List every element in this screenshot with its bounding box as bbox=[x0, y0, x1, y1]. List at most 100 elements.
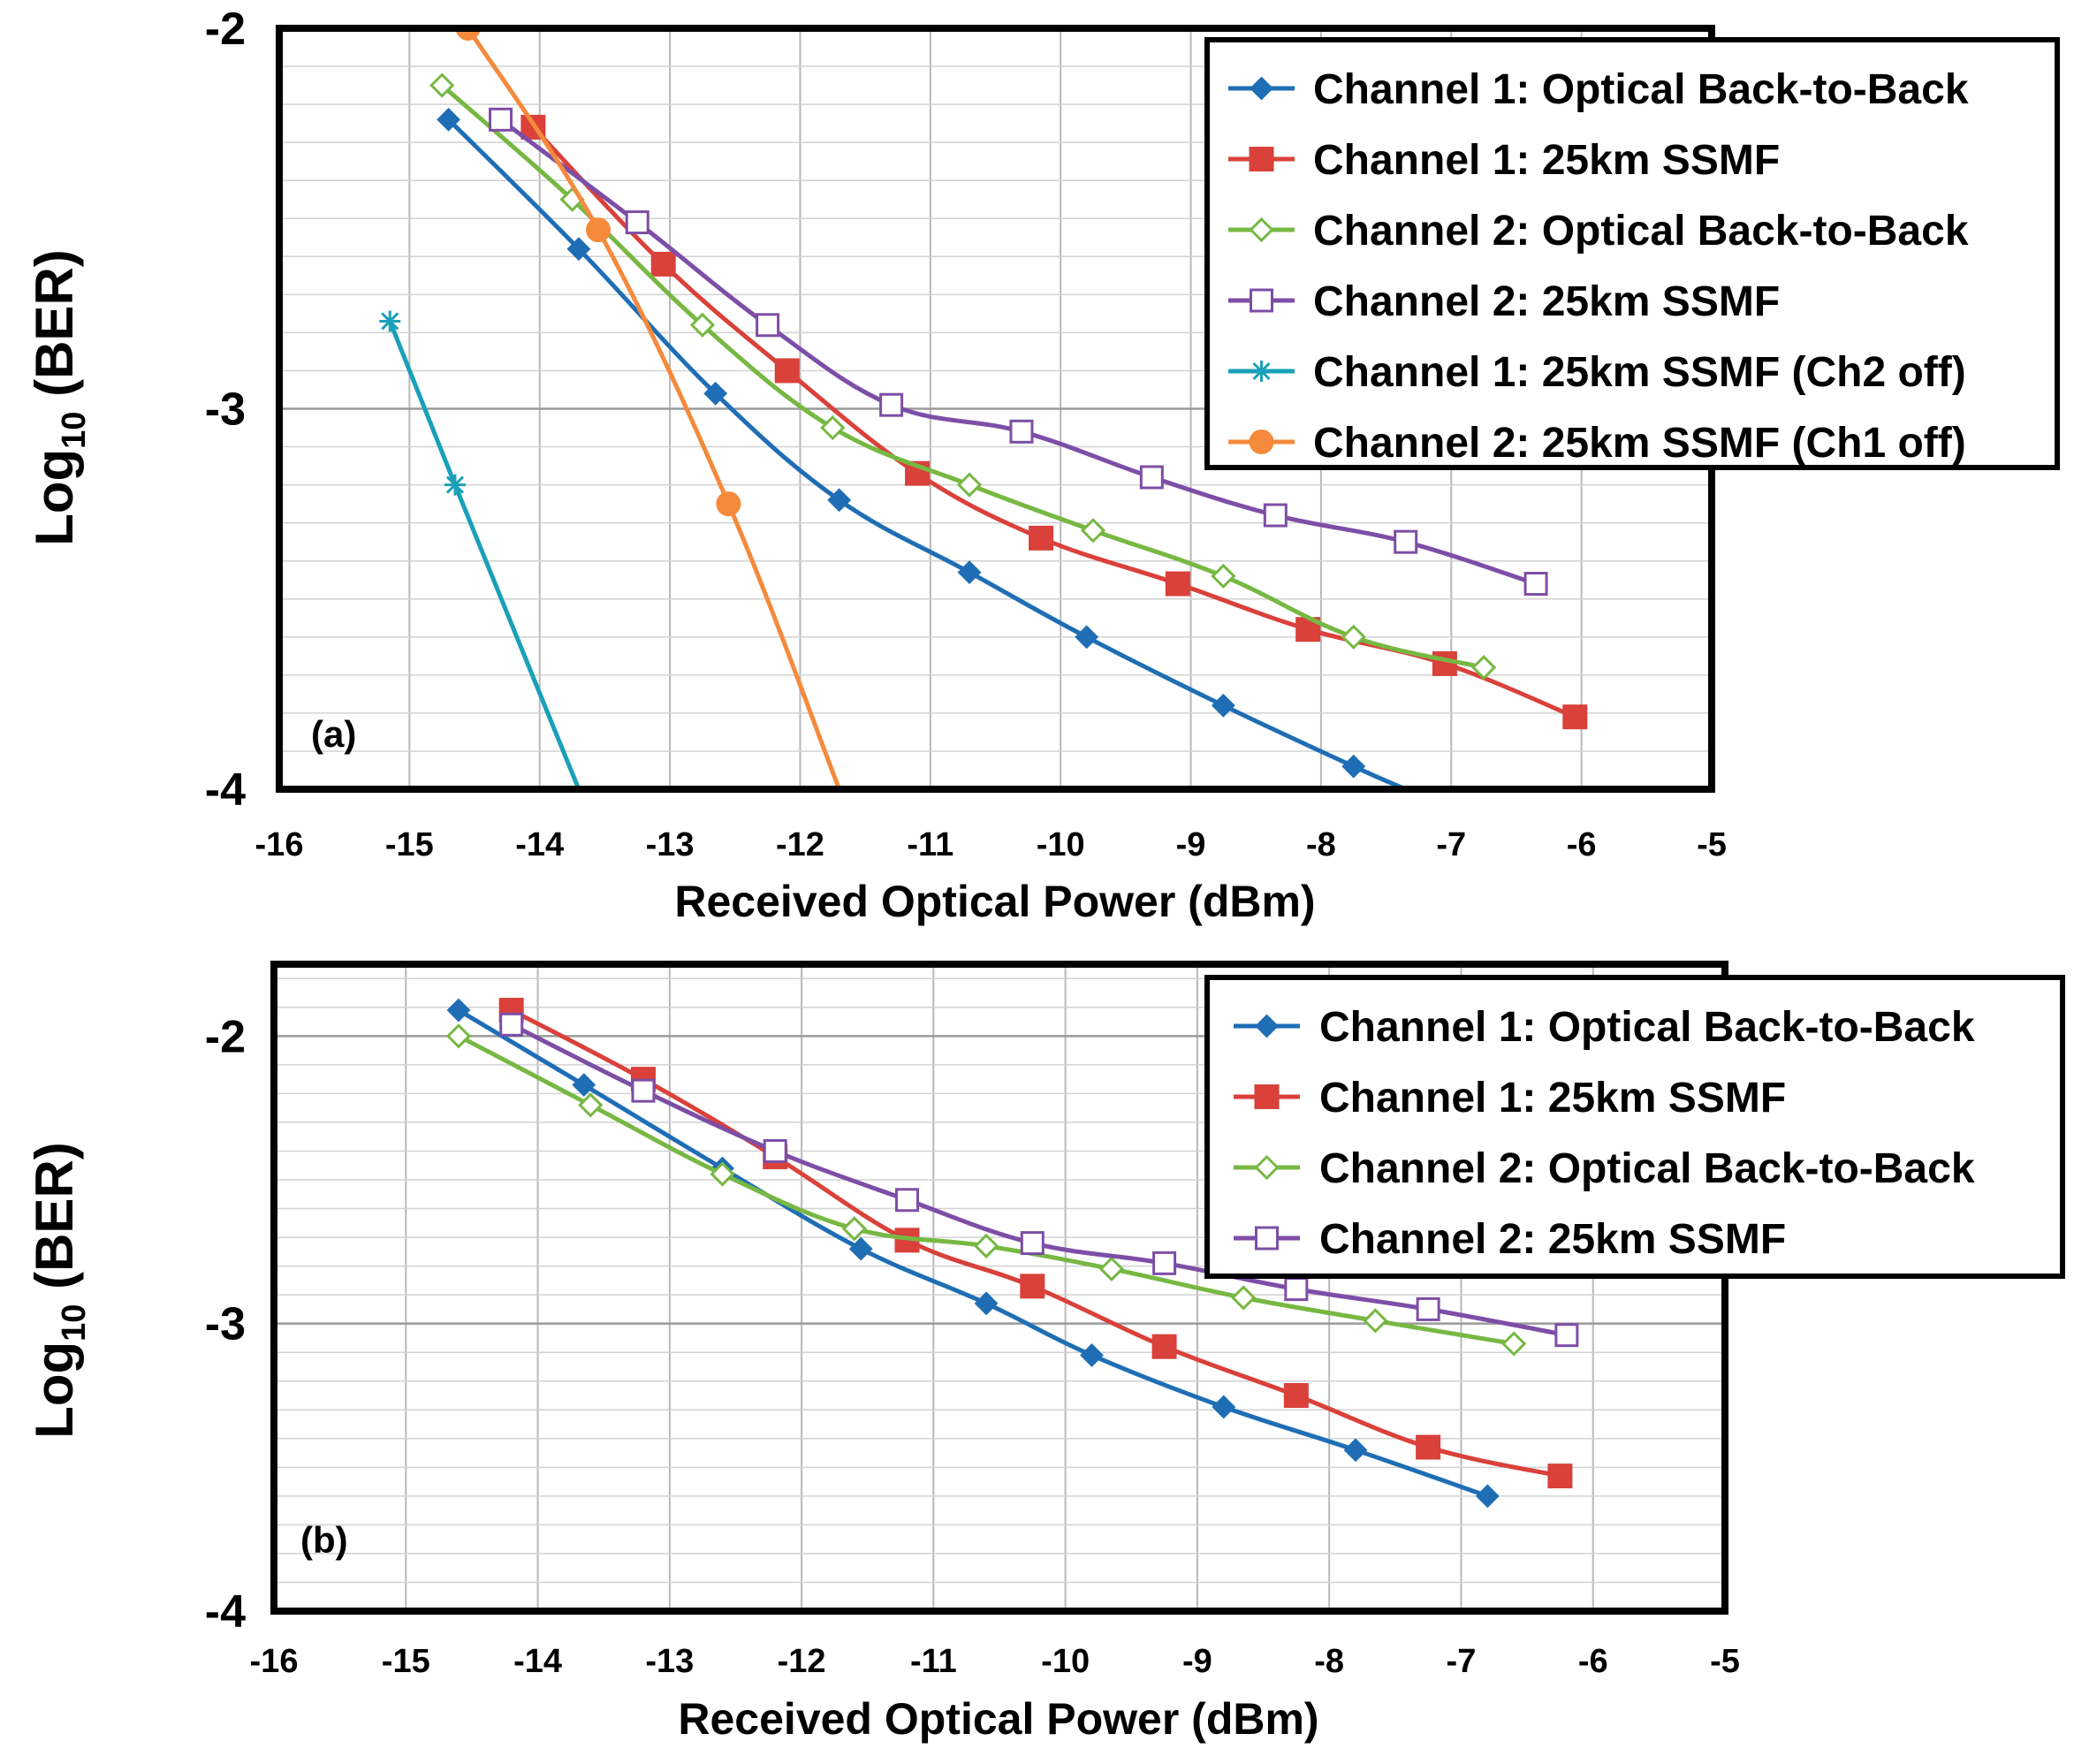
legend-label: Channel 1: 25km SSMF bbox=[1319, 1075, 1786, 1122]
x-tick-label: -12 bbox=[778, 1643, 826, 1680]
data-point bbox=[1256, 1085, 1279, 1108]
y-axis-label: Log10 (BER) bbox=[25, 1142, 93, 1439]
x-tick-label: -15 bbox=[382, 1643, 430, 1680]
y-tick-label: -4 bbox=[205, 1586, 246, 1638]
data-point bbox=[1250, 148, 1273, 171]
y-axis-label-base: Log bbox=[25, 449, 84, 546]
legend-label: Channel 1: 25km SSMF (Ch2 off) bbox=[1313, 349, 1966, 396]
x-tick-label: -6 bbox=[1567, 826, 1597, 863]
x-tick-label: -12 bbox=[776, 826, 824, 863]
legend-label: Channel 2: Optical Back-to-Back bbox=[1319, 1145, 1975, 1192]
x-tick-label: -13 bbox=[646, 826, 695, 863]
data-point bbox=[1251, 361, 1273, 382]
x-tick-label: -6 bbox=[1578, 1643, 1608, 1680]
data-point bbox=[717, 492, 740, 515]
y-tick-label: -3 bbox=[205, 384, 246, 436]
data-point bbox=[490, 109, 512, 130]
data-point bbox=[652, 253, 675, 276]
y-axis-label-subscript: 10 bbox=[56, 412, 93, 449]
legend-label: Channel 1: Optical Back-to-Back bbox=[1319, 1004, 1975, 1051]
data-point bbox=[1548, 1464, 1571, 1487]
y-tick-label: -2 bbox=[205, 4, 246, 55]
x-tick-label: -14 bbox=[515, 826, 564, 863]
legend-label: Channel 2: Optical Back-to-Back bbox=[1313, 208, 1969, 255]
data-point bbox=[1285, 1384, 1308, 1407]
x-tick-label: -16 bbox=[255, 826, 304, 863]
data-point bbox=[1029, 527, 1052, 550]
data-point bbox=[1250, 430, 1273, 453]
data-point bbox=[1141, 467, 1162, 488]
x-tick-label: -8 bbox=[1314, 1643, 1344, 1680]
panel-label: (a) bbox=[311, 713, 356, 755]
x-tick-label: -14 bbox=[513, 1643, 562, 1680]
data-point bbox=[627, 212, 648, 233]
data-point bbox=[379, 310, 400, 331]
data-point bbox=[757, 315, 779, 336]
x-tick-label: -10 bbox=[1041, 1643, 1090, 1680]
data-point bbox=[897, 1190, 918, 1211]
legend-label: Channel 2: 25km SSMF bbox=[1319, 1216, 1786, 1263]
x-tick-label: -7 bbox=[1447, 1643, 1477, 1680]
data-point bbox=[1154, 1252, 1175, 1274]
data-point bbox=[881, 394, 902, 415]
x-tick-label: -5 bbox=[1710, 1643, 1740, 1680]
legend: Channel 1: Optical Back-to-Back Channel 1… bbox=[1207, 977, 2063, 1276]
data-point bbox=[1417, 1298, 1439, 1319]
data-point bbox=[1022, 1233, 1043, 1254]
data-point bbox=[1556, 1325, 1577, 1346]
x-tick-label: -5 bbox=[1697, 826, 1727, 863]
data-point bbox=[1525, 574, 1546, 595]
data-point bbox=[1286, 1279, 1307, 1300]
data-point bbox=[1433, 652, 1456, 675]
y-axis-label: Log10 (BER) bbox=[25, 249, 93, 546]
legend-entry: Channel 1: Optical Back-to-Back bbox=[1234, 1004, 1975, 1051]
y-axis-label-rest: (BER) bbox=[25, 1142, 84, 1304]
x-tick-label: -8 bbox=[1306, 826, 1336, 863]
y-axis-label-base: Log bbox=[25, 1342, 84, 1439]
legend-entry: Channel 2: Optical Back-to-Back bbox=[1228, 208, 1969, 255]
data-point bbox=[444, 475, 466, 496]
legend: Channel 1: Optical Back-to-Back Channel 1… bbox=[1207, 40, 2057, 468]
legend-entry: Channel 1: Optical Back-to-Back bbox=[1228, 66, 1969, 113]
data-point bbox=[587, 218, 610, 241]
figure: -2-3-4-16 -15 -14 -13 -12 -11 -10 -9 -8 -7 -6 -5Rec… bbox=[0, 0, 2074, 1764]
data-point bbox=[1395, 531, 1417, 552]
y-axis-label-subscript: 10 bbox=[56, 1304, 93, 1342]
legend-label: Channel 2: 25km SSMF (Ch1 off) bbox=[1313, 420, 1966, 467]
legend-entry: Channel 2: Optical Back-to-Back bbox=[1234, 1145, 1975, 1192]
data-point bbox=[1257, 1228, 1278, 1249]
y-axis-label-rest: (BER) bbox=[25, 249, 84, 411]
data-point bbox=[1251, 290, 1273, 311]
data-point bbox=[1563, 705, 1586, 728]
legend-label: Channel 2: 25km SSMF bbox=[1313, 278, 1780, 325]
x-tick-label: -9 bbox=[1182, 1643, 1212, 1680]
x-axis-label: Received Optical Power (dBm) bbox=[674, 877, 1315, 926]
x-axis-label: Received Optical Power (dBm) bbox=[678, 1694, 1318, 1744]
data-point bbox=[633, 1080, 654, 1101]
y-tick-label: -2 bbox=[205, 1011, 246, 1062]
data-point bbox=[1011, 421, 1032, 442]
x-tick-label: -11 bbox=[907, 826, 953, 863]
y-tick-label: -3 bbox=[205, 1299, 246, 1350]
data-point bbox=[776, 359, 799, 382]
data-point bbox=[1021, 1274, 1044, 1297]
data-point bbox=[1417, 1436, 1440, 1459]
x-tick-label: -9 bbox=[1176, 826, 1206, 863]
x-tick-label: -10 bbox=[1037, 826, 1085, 863]
legend-entry: Channel 2: 25km SSMF (Ch1 off) bbox=[1228, 420, 1966, 467]
panel-label: (b) bbox=[300, 1519, 348, 1561]
data-point bbox=[1166, 573, 1189, 596]
x-tick-label: -7 bbox=[1436, 826, 1466, 863]
x-tick-label: -11 bbox=[910, 1643, 957, 1680]
legend-entry: Channel 1: 25km SSMF (Ch2 off) bbox=[1228, 349, 1966, 396]
data-point bbox=[764, 1140, 786, 1161]
data-point bbox=[1265, 505, 1286, 526]
legend-label: Channel 1: 25km SSMF bbox=[1313, 137, 1780, 184]
x-tick-label: -13 bbox=[645, 1643, 694, 1680]
x-tick-label: -15 bbox=[385, 826, 434, 863]
y-tick-label: -4 bbox=[205, 764, 246, 816]
x-tick-label: -16 bbox=[250, 1643, 299, 1680]
data-point bbox=[1153, 1335, 1176, 1358]
legend-label: Channel 1: Optical Back-to-Back bbox=[1313, 66, 1969, 113]
data-point bbox=[501, 1014, 522, 1035]
